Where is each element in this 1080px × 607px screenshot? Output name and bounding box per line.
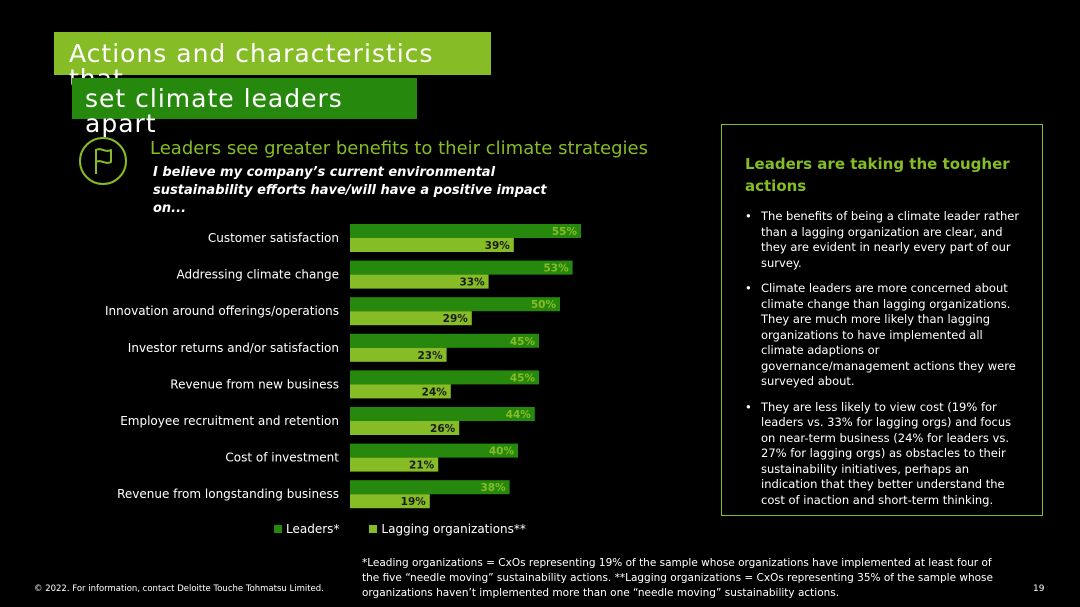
bar-leaders [350,480,510,495]
insight-bullets: The benefits of being a climate leader r… [745,209,1022,508]
bar-leaders [350,370,539,385]
insight-panel: Leaders are taking the tougher actions T… [721,124,1043,516]
data-label-lagging: 26% [430,423,456,435]
copyright: © 2022. For information, contact Deloitt… [34,584,324,594]
category-label: Revenue from longstanding business [117,487,339,501]
bar-lagging [350,494,430,509]
category-label: Employee recruitment and retention [120,414,339,428]
bar-lagging [350,421,460,435]
chart-subtitle: Leaders see greater benefits to their cl… [150,138,648,159]
data-label-leaders: 40% [489,446,515,458]
chart-legend: Leaders* Lagging organizations** [274,522,526,536]
bar-leaders [350,443,518,458]
survey-question: I believe my company’s current environme… [153,165,547,216]
data-label-lagging: 23% [417,350,443,362]
bar-leaders [350,333,539,348]
legend-label-lagging: Lagging organizations** [381,522,526,536]
data-label-leaders: 55% [552,226,578,238]
data-label-leaders: 53% [543,263,569,275]
legend-swatch-lagging [369,525,378,533]
bar-lagging [350,457,439,472]
data-label-lagging: 21% [409,460,435,472]
flag-icon [79,137,127,185]
data-label-lagging: 33% [459,277,485,289]
footnote: *Leading organizations = CxOs representi… [362,557,993,599]
legend-item-leaders: Leaders* [274,522,339,536]
page-number: 19 [1033,584,1045,594]
insight-bullet: They are less likely to view cost (19% f… [745,400,1022,509]
bar-leaders [350,224,581,238]
bar-lagging [350,274,489,289]
slide-title-line-2: set climate leaders apart [72,78,417,136]
legend-label-leaders: Leaders* [286,522,340,536]
data-label-leaders: 38% [480,482,506,494]
bar-lagging [350,311,472,326]
bar-chart: Customer satisfaction 55% 39% Addressing cl… [105,224,581,509]
bar-leaders [350,407,535,421]
slide-title-line-1: Actions and characteristics that [54,32,491,91]
data-label-lagging: 19% [401,496,427,508]
legend-item-lagging: Lagging organizations** [369,522,526,536]
bar-leaders [350,260,573,275]
legend-swatch-leaders [274,525,282,533]
bar-lagging [350,347,447,362]
insight-bullet: Climate leaders are more concerned about… [745,281,1022,390]
bar-lagging [350,238,514,252]
bar-leaders [350,297,560,312]
data-label-lagging: 24% [422,386,448,398]
category-label: Customer satisfaction [208,231,339,245]
data-label-leaders: 45% [510,372,536,384]
bar-lagging [350,384,451,399]
category-label: Investor returns and/or satisfaction [128,341,339,355]
data-label-lagging: 39% [485,240,511,252]
data-label-leaders: 50% [531,299,557,311]
category-label: Addressing climate change [176,268,339,282]
insight-heading: Leaders are taking the tougher actions [745,155,1010,195]
category-label: Revenue from new business [170,377,339,391]
data-label-lagging: 29% [443,313,469,325]
data-label-leaders: 44% [506,409,532,421]
insight-bullet: The benefits of being a climate leader r… [745,209,1022,271]
data-label-leaders: 45% [510,336,536,348]
category-label: Innovation around offerings/operations [105,304,339,318]
category-label: Cost of investment [225,451,339,465]
